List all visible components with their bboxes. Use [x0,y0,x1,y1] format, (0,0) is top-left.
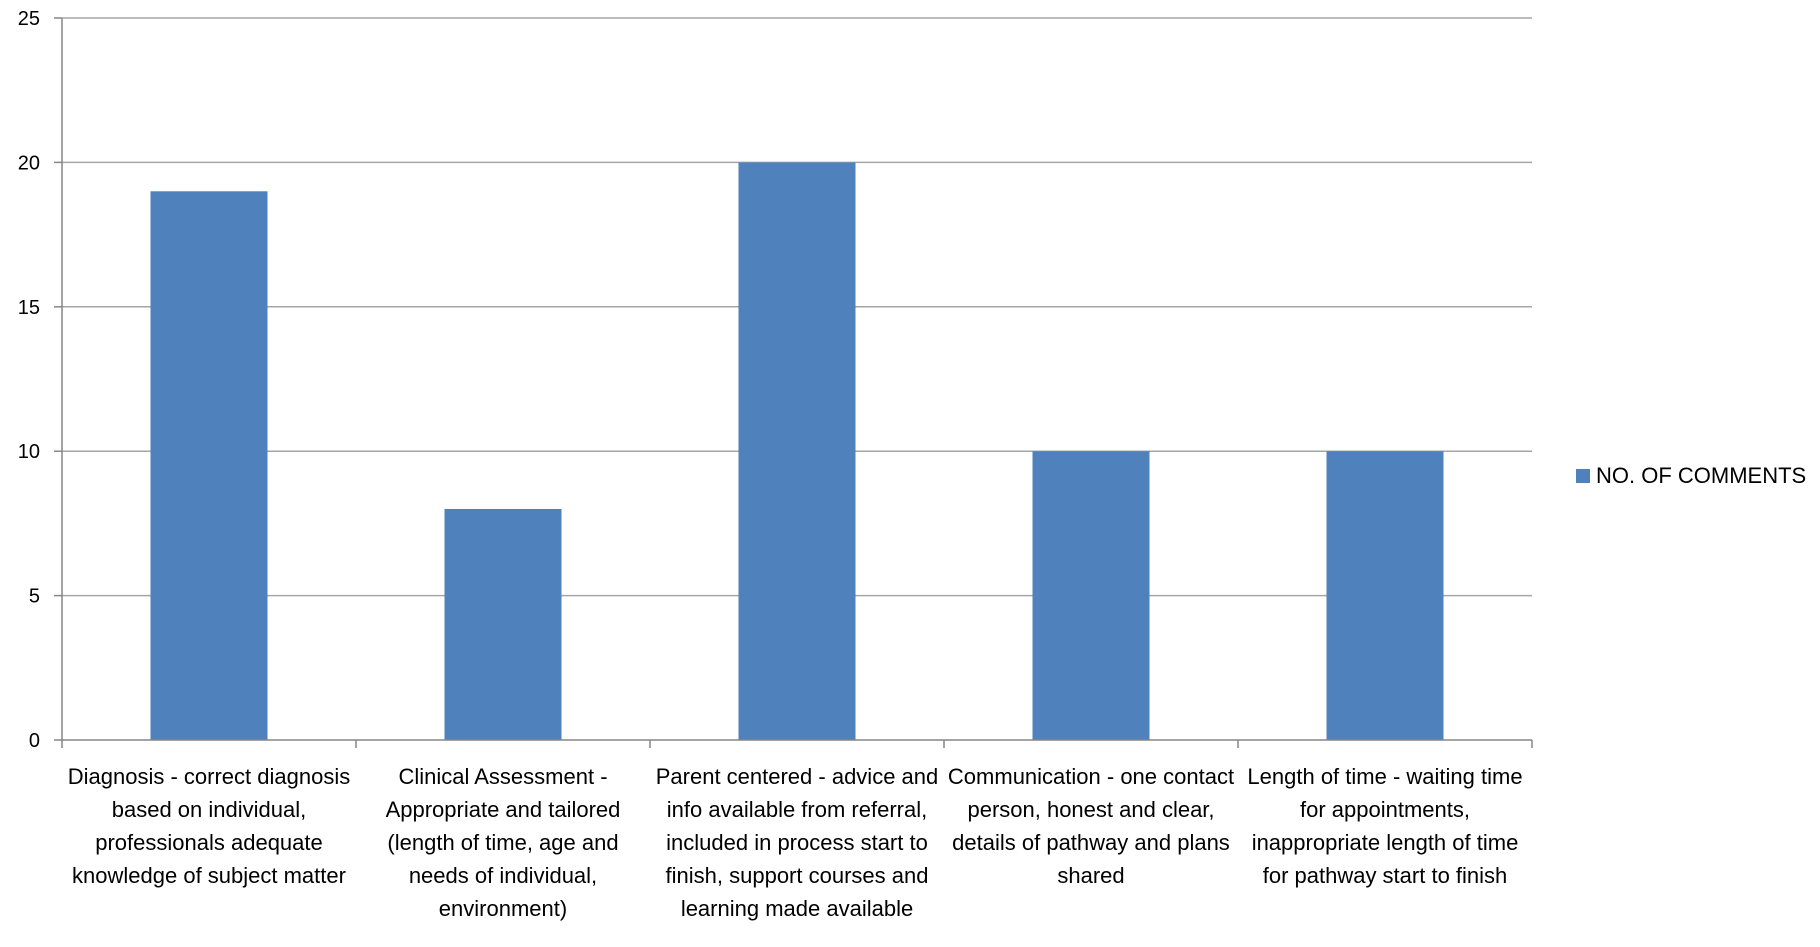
legend-label: NO. OF COMMENTS [1596,463,1807,488]
category-label: Diagnosis - correct diagnosis based on i… [67,764,351,888]
category-label: Length of time - waiting time for appoin… [1247,764,1523,888]
y-tick-label: 5 [29,586,40,608]
category-label: Parent centered - advice and info availa… [655,764,939,921]
bar [150,191,268,740]
legend-swatch [1576,469,1590,483]
bars [150,162,1444,740]
y-tick-label: 25 [18,8,40,30]
bar [1032,451,1150,740]
category-label: Communication - one contact person, hone… [947,764,1235,888]
y-tick-label: 10 [18,441,40,463]
bar [1326,451,1444,740]
category-label: Clinical Assessment - Appropriate and ta… [385,764,621,921]
y-axis-ticks: 0 5 10 15 20 25 [18,8,40,752]
bar [444,508,562,740]
y-tick-label: 15 [18,297,40,319]
y-tick-label: 20 [18,152,40,174]
bar [738,162,856,740]
axes [54,17,1533,748]
legend: NO. OF COMMENTS [1576,463,1806,489]
y-tick-label: 0 [29,730,40,752]
